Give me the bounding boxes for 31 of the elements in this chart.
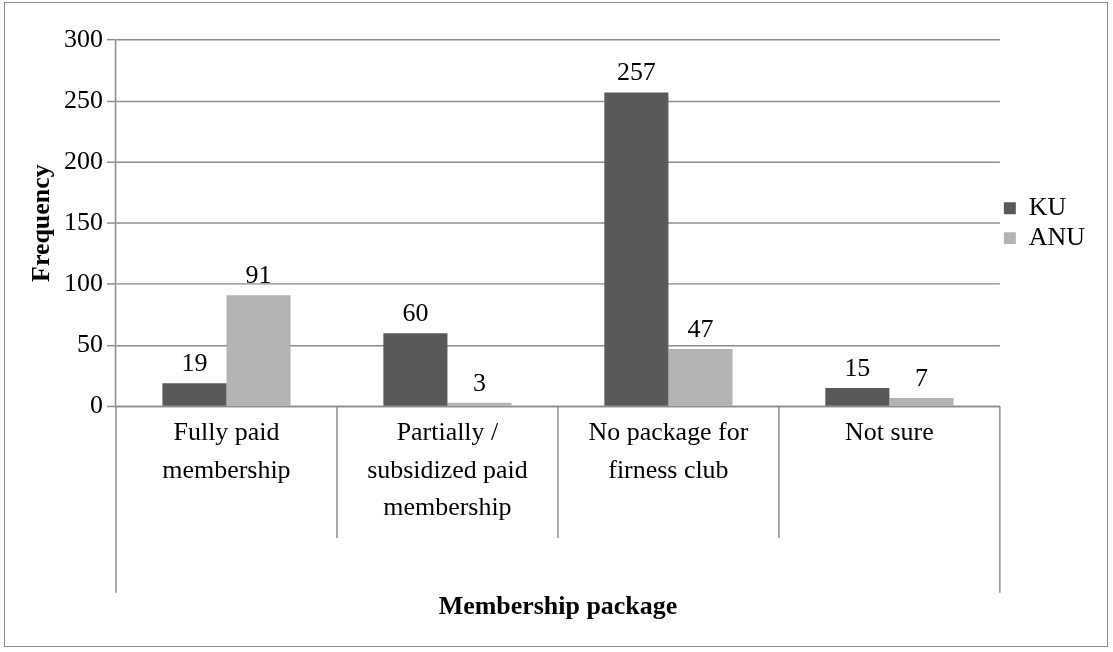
bar (889, 397, 954, 406)
y-axis-title: Frequency (26, 164, 56, 282)
bar (162, 383, 227, 406)
data-label: 47 (687, 313, 714, 343)
bar (447, 402, 512, 406)
y-tick-label: 200 (64, 145, 104, 175)
y-tick-label: 50 (77, 329, 104, 359)
data-label: 7 (914, 362, 928, 392)
bar (825, 388, 890, 406)
data-label: 257 (616, 57, 656, 87)
x-tick-label: Not sure (845, 417, 934, 447)
data-label: 3 (473, 367, 486, 397)
x-tick-label: Partially / subsidized paid membership (367, 417, 528, 522)
x-tick-label: Fully paid membership (162, 417, 291, 484)
data-label: 91 (245, 260, 272, 290)
y-tick-label: 300 (64, 23, 104, 53)
data-label: 15 (844, 353, 871, 382)
y-tick-label: 250 (64, 84, 104, 114)
y-tick-label: 100 (64, 268, 104, 298)
x-tick-label: No package for firness club (588, 417, 749, 484)
bar (604, 92, 669, 406)
y-tick-label: 0 (90, 390, 104, 420)
bar (383, 333, 448, 406)
x-axis-title: Membership package (438, 591, 678, 621)
y-tick-label: 150 (64, 206, 104, 236)
bar (226, 295, 291, 406)
legend-label: KU (1028, 192, 1067, 222)
legend-label: ANU (1028, 221, 1086, 251)
data-label: 19 (181, 348, 208, 378)
data-label: 60 (402, 298, 429, 327)
bar (668, 349, 733, 406)
